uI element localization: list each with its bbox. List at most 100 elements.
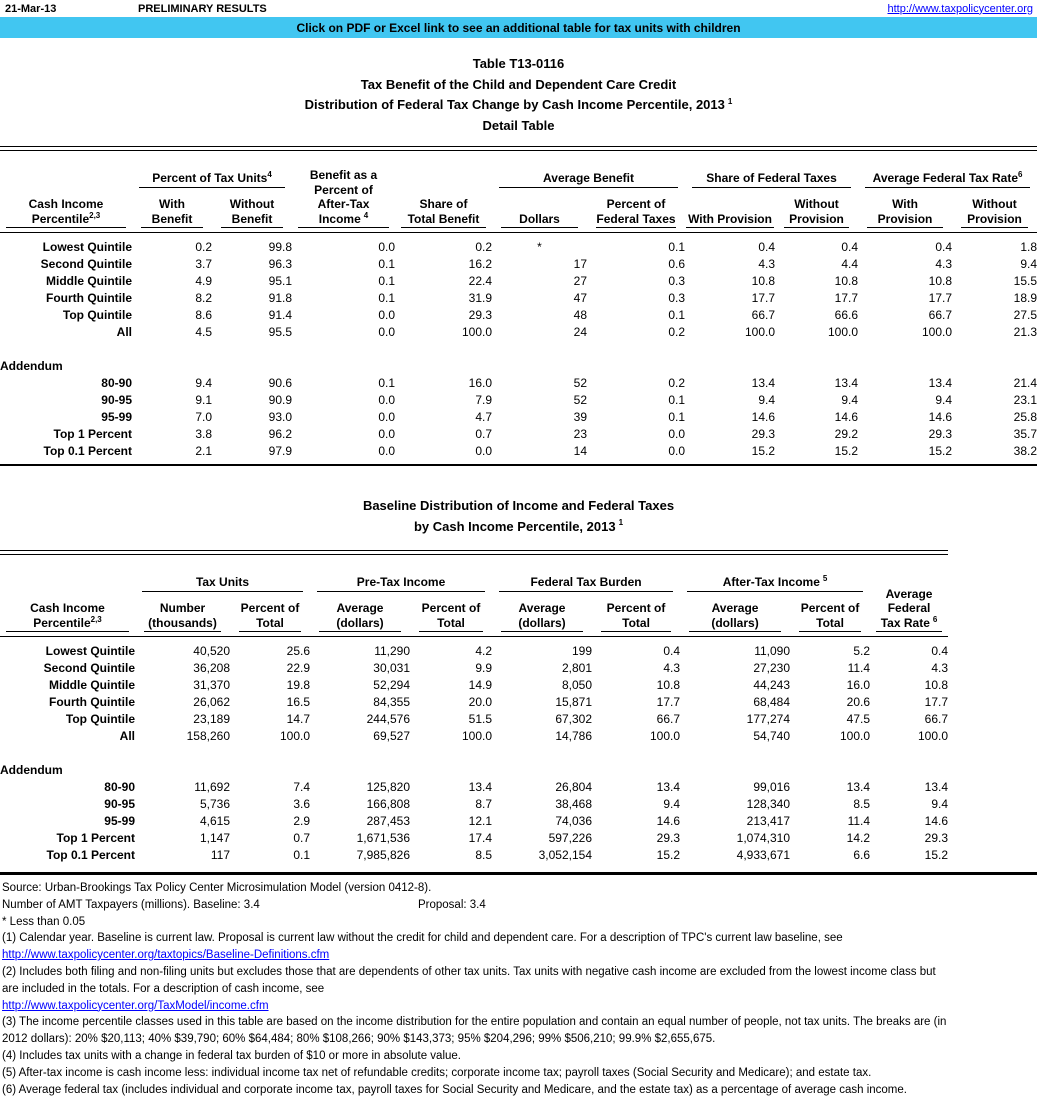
cell-value: 22.9 <box>286 661 310 675</box>
row-label: 95-99 <box>101 410 132 424</box>
table1-body: Lowest Quintile 0.2 99.8 0.0 0.2 * 0.1 0.4 0.4 0.… <box>0 233 1037 461</box>
cell-value: 17.7 <box>751 291 776 305</box>
col-header-cash-income-percentile-2: Cash Income Percentile2,3 <box>0 555 135 637</box>
footnote-link[interactable]: http://www.taxpolicycenter.org/taxtopics… <box>2 949 330 962</box>
cell-value: 0.0 <box>378 393 395 407</box>
row-label: Middle Quintile <box>46 274 132 288</box>
row-label: Middle Quintile <box>49 678 135 692</box>
cell-value: 29.3 <box>928 427 953 441</box>
cell-value: 30,031 <box>373 661 410 675</box>
cell-value: 17.4 <box>468 831 493 845</box>
row-label: Lowest Quintile <box>45 644 135 658</box>
row-label: All <box>116 325 132 339</box>
cell-value: 15.2 <box>928 444 953 458</box>
table-row: Top 0.1 Percent 117 0.1 7,985,826 8.5 3,052,1… <box>0 847 949 864</box>
cell-value: 100.0 <box>840 729 871 743</box>
cell-value: 10.8 <box>751 274 776 288</box>
cell-value: 4.9 <box>195 274 212 288</box>
col-header-without-benefit: Without Benefit <box>212 188 292 233</box>
cell-value: 54,740 <box>753 729 791 743</box>
cell-value: 10.8 <box>928 274 953 288</box>
cell-value: 38.2 <box>1013 444 1037 458</box>
cell-value: 90.9 <box>268 393 292 407</box>
cell-value: 100.0 <box>461 325 492 339</box>
cell-value: 0.3 <box>668 291 686 305</box>
cell-value: 99.8 <box>268 240 292 254</box>
cell-value: 4.3 <box>935 257 953 271</box>
table1-bottom-rule <box>0 464 1037 466</box>
cell-value: 4.3 <box>663 661 681 675</box>
cell-value: 0.0 <box>378 240 395 254</box>
addendum-label: Addendum <box>0 359 63 373</box>
date-label: 21-Mar-13 <box>5 2 57 15</box>
footnote-text-line: (2) Includes both filing and non-filing … <box>2 965 936 978</box>
cell-value: 21.3 <box>1013 325 1037 339</box>
spacer-row <box>0 745 948 762</box>
cell-value: 166,808 <box>366 797 410 811</box>
cell-value: 36,208 <box>193 661 230 675</box>
group-header-pre-tax-income: Pre-Tax Income <box>310 555 492 592</box>
row-label: Lowest Quintile <box>42 240 132 254</box>
cell-value: 52 <box>573 393 587 407</box>
cell-value: 7.9 <box>475 393 492 407</box>
cell-value: 27 <box>573 274 587 288</box>
cell-value: * <box>537 240 542 254</box>
cell-value: 0.1 <box>378 274 395 288</box>
cell-value: 100.0 <box>461 729 493 743</box>
row-label: Top 1 Percent <box>53 427 132 441</box>
cell-value: 95.5 <box>268 325 292 339</box>
addendum-row: Addendum <box>0 358 1037 375</box>
cell-value: 27,230 <box>753 661 791 675</box>
cell-value: 14.6 <box>656 814 681 828</box>
cell-value: 7,985,826 <box>356 848 410 862</box>
cell-value: 31,370 <box>193 678 230 692</box>
row-label: Second Quintile <box>43 661 135 675</box>
table1-header: Cash Income Percentile2,3 Percent of Tax… <box>0 151 1037 233</box>
col-header-average-federal-tax-rate: Average Federal Tax Rate 6 <box>870 555 949 637</box>
table-row: All 158,260 100.0 69,527 100.0 14,786 100.0 54,… <box>0 728 948 745</box>
cell-value: 0.1 <box>668 240 686 254</box>
row-label: 90-95 <box>104 797 135 811</box>
taxpolicycenter-link[interactable]: http://www.taxpolicycenter.org <box>887 2 1033 15</box>
cell-value: 13.4 <box>834 376 859 390</box>
less-than-note: * Less than 0.05 <box>2 915 86 928</box>
cell-value: 26,062 <box>193 695 230 709</box>
cell-value: 15.2 <box>751 444 776 458</box>
cell-value: 15.2 <box>924 848 949 862</box>
cell-value: 9.4 <box>758 393 776 407</box>
cell-value: 0.4 <box>758 240 776 254</box>
cell-value: 4.3 <box>931 661 949 675</box>
table-row: Middle Quintile 4.9 95.1 0.1 22.4 27 0.3 10.8 10… <box>0 273 1037 290</box>
table-row: Top 0.1 Percent 2.1 97.9 0.0 0.0 14 0.0 15.2 15.… <box>0 443 1037 460</box>
group-header-federal-tax-burden: Federal Tax Burden <box>492 555 680 592</box>
cell-value: 199 <box>571 644 593 658</box>
cell-value: 29.2 <box>834 427 859 441</box>
cell-value: 0.2 <box>668 325 686 339</box>
row-label: 80-90 <box>104 780 135 794</box>
cell-value: 24 <box>573 325 587 339</box>
footnote-lines: (1) Calendar year. Baseline is current l… <box>0 930 1037 1098</box>
cell-value: 15.5 <box>1013 274 1037 288</box>
cell-value: 0.4 <box>663 644 681 658</box>
footnote-link[interactable]: http://www.taxpolicycenter.org/TaxModel/… <box>2 999 269 1012</box>
footnote-link-line: http://www.taxpolicycenter.org/TaxModel/… <box>0 998 1037 1015</box>
cell-value: 23,189 <box>193 712 230 726</box>
cell-value: 2,801 <box>561 661 593 675</box>
footnotes-section: Source: Urban-Brookings Tax Policy Cente… <box>0 880 1037 1098</box>
table2-title-block: Baseline Distribution of Income and Fede… <box>0 496 1037 537</box>
cell-value: 66.7 <box>656 712 681 726</box>
cell-value: 3.8 <box>195 427 212 441</box>
cell-value: 29.3 <box>924 831 949 845</box>
cell-value: 17.7 <box>834 291 859 305</box>
cell-value: 99,016 <box>753 780 791 794</box>
row-label: All <box>119 729 135 743</box>
cell-value: 0.2 <box>475 240 492 254</box>
cell-value: 16.0 <box>846 678 871 692</box>
table1-title: Tax Benefit of the Child and Dependent C… <box>360 76 677 92</box>
cell-value: 1.8 <box>1020 240 1037 254</box>
cell-value: 95.1 <box>268 274 292 288</box>
cell-value: 14.9 <box>468 678 493 692</box>
cell-value: 100.0 <box>921 325 953 339</box>
row-label: Top 0.1 Percent <box>43 444 132 458</box>
table2-bottom-rule <box>0 872 1037 875</box>
